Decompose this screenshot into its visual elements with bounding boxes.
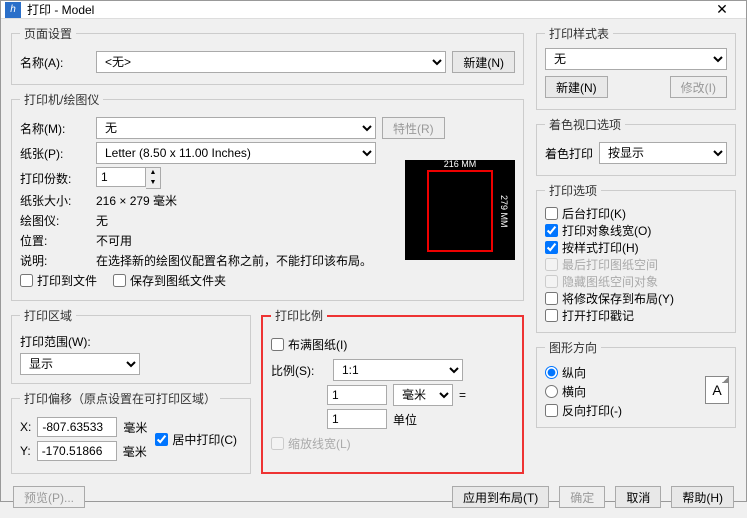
opt-bystyle-checkbox[interactable]: 按样式打印(H) — [545, 239, 727, 256]
scale-ratio-label: 比例(S): — [271, 362, 327, 379]
opt-paperspace-last-checkbox: 最后打印图纸空间 — [545, 256, 727, 273]
preview-button[interactable]: 预览(P)... — [13, 486, 85, 508]
shaded-viewport-legend: 着色视口选项 — [545, 116, 625, 133]
orientation-group: 图形方向 纵向 横向 反向打印(-) A — [536, 339, 736, 428]
opt-background-checkbox[interactable]: 后台打印(K) — [545, 205, 727, 222]
orientation-icon: A — [705, 376, 729, 404]
paper-label: 纸张(P): — [20, 145, 90, 162]
print-range-label: 打印范围(W): — [20, 333, 91, 350]
preview-height-label: 279 MM — [499, 170, 509, 252]
spin-down-icon[interactable]: ▼ — [146, 178, 160, 188]
desc-label: 说明: — [20, 252, 90, 269]
opt-stamp-checkbox[interactable]: 打开打印戳记 — [545, 307, 727, 324]
style-edit-button[interactable]: 修改(I) — [670, 76, 727, 98]
papersize-value: 216 × 279 毫米 — [96, 192, 177, 209]
page-setup-group: 页面设置 名称(A): <无> 新建(N) — [11, 25, 524, 85]
printer-group: 打印机/绘图仪 名称(M): 无 特性(R) 纸张(P): Letter (8.… — [11, 91, 524, 301]
plotter-value: 无 — [96, 212, 108, 229]
titlebar: h 打印 - Model ✕ — [1, 1, 746, 19]
papersize-label: 纸张大小: — [20, 192, 90, 209]
page-name-label: 名称(A): — [20, 54, 90, 71]
opt-lineweight-checkbox[interactable]: 打印对象线宽(O) — [545, 222, 727, 239]
page-name-select[interactable]: <无> — [96, 51, 446, 73]
fit-to-paper-checkbox[interactable]: 布满图纸(I) — [271, 336, 514, 353]
page-new-button[interactable]: 新建(N) — [452, 51, 515, 73]
page-setup-legend: 页面设置 — [20, 25, 76, 42]
print-offset-legend: 打印偏移（原点设置在可打印区域） — [20, 390, 220, 407]
printer-name-label: 名称(M): — [20, 120, 90, 137]
scale-lineweight-checkbox: 缩放线宽(L) — [271, 435, 514, 452]
print-to-file-checkbox[interactable]: 打印到文件 — [20, 272, 97, 289]
shade-plot-label: 着色打印 — [545, 145, 593, 162]
dialog-footer: 预览(P)... 应用到布局(T) 确定 取消 帮助(H) — [1, 480, 746, 518]
preview-width-label: 216 MM — [427, 159, 493, 169]
apply-button[interactable]: 应用到布局(T) — [452, 486, 549, 508]
offset-y-label: Y: — [20, 444, 31, 458]
orient-portrait-radio[interactable]: 纵向 — [545, 364, 727, 381]
print-offset-group: 打印偏移（原点设置在可打印区域） X: 毫米 Y: — [11, 390, 251, 474]
printer-name-select[interactable]: 无 — [96, 117, 376, 139]
plot-style-legend: 打印样式表 — [545, 25, 613, 42]
plot-style-select[interactable]: 无 — [545, 48, 727, 70]
print-area-group: 打印区域 打印范围(W): 显示 — [11, 307, 251, 384]
scale-ratio-select[interactable]: 1:1 — [333, 359, 463, 381]
opt-save-changes-checkbox[interactable]: 将修改保存到布局(Y) — [545, 290, 727, 307]
scale-den-input[interactable] — [327, 409, 387, 429]
print-scale-legend: 打印比例 — [271, 307, 327, 324]
print-scale-group: 打印比例 布满图纸(I) 比例(S): 1:1 毫米 = 单位 — [261, 307, 524, 474]
print-options-group: 打印选项 后台打印(K) 打印对象线宽(O) 按样式打印(H) 最后打印图纸空间… — [536, 182, 736, 333]
help-button[interactable]: 帮助(H) — [671, 486, 734, 508]
orient-reverse-checkbox[interactable]: 反向打印(-) — [545, 402, 727, 419]
close-icon[interactable]: ✕ — [702, 1, 742, 18]
scale-den-unit: 单位 — [393, 411, 417, 428]
shaded-viewport-group: 着色视口选项 着色打印 按显示 — [536, 116, 736, 176]
cancel-button[interactable]: 取消 — [615, 486, 661, 508]
offset-x-unit: 毫米 — [123, 419, 147, 436]
copies-spinner[interactable]: ▲▼ — [96, 167, 161, 189]
printer-props-button[interactable]: 特性(R) — [382, 117, 445, 139]
shade-plot-select[interactable]: 按显示 — [599, 142, 727, 164]
print-options-legend: 打印选项 — [545, 182, 601, 199]
window-title: 打印 - Model — [27, 1, 702, 18]
ok-button[interactable]: 确定 — [559, 486, 605, 508]
spin-up-icon[interactable]: ▲ — [146, 168, 160, 178]
print-area-legend: 打印区域 — [20, 307, 76, 324]
scale-eq: = — [459, 388, 466, 402]
opt-hide-paperspace-checkbox: 隐藏图纸空间对象 — [545, 273, 727, 290]
location-value: 不可用 — [96, 232, 132, 249]
print-range-select[interactable]: 显示 — [20, 353, 140, 375]
style-new-button[interactable]: 新建(N) — [545, 76, 608, 98]
offset-x-input[interactable] — [37, 417, 117, 437]
orientation-legend: 图形方向 — [545, 339, 601, 356]
offset-y-unit: 毫米 — [123, 443, 147, 460]
plotter-label: 绘图仪: — [20, 212, 90, 229]
offset-y-input[interactable] — [37, 441, 117, 461]
app-icon: h — [5, 2, 21, 18]
paper-preview: 216 MM 279 MM — [405, 160, 515, 260]
location-label: 位置: — [20, 232, 90, 249]
printer-legend: 打印机/绘图仪 — [20, 91, 103, 108]
plot-style-group: 打印样式表 无 新建(N) 修改(I) — [536, 25, 736, 110]
copies-input[interactable] — [96, 167, 146, 187]
scale-unit-select[interactable]: 毫米 — [393, 384, 453, 406]
paper-select[interactable]: Letter (8.50 x 11.00 Inches) — [96, 142, 376, 164]
center-print-checkbox[interactable]: 居中打印(C) — [155, 431, 237, 448]
offset-x-label: X: — [20, 420, 31, 434]
desc-value: 在选择新的绘图仪配置名称之前，不能打印该布局。 — [96, 252, 372, 269]
scale-num-input[interactable] — [327, 385, 387, 405]
copies-label: 打印份数: — [20, 170, 90, 187]
save-to-sheet-checkbox[interactable]: 保存到图纸文件夹 — [113, 272, 226, 289]
print-dialog: h 打印 - Model ✕ 页面设置 名称(A): <无> 新建(N) 打印机… — [0, 0, 747, 502]
orient-landscape-radio[interactable]: 横向 — [545, 383, 727, 400]
